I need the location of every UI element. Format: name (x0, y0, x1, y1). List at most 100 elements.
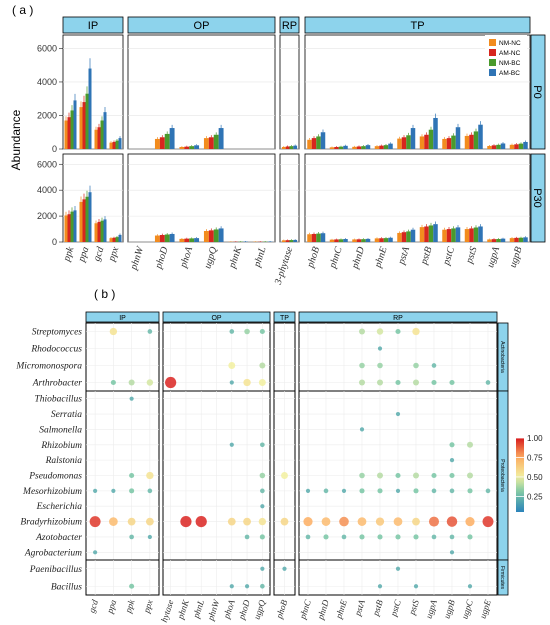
bar-P30-ugpB-NM-NC (509, 238, 515, 242)
bar-P0-phoB-AM-NC (311, 138, 317, 149)
bubble-Mesorhizobium-pstA (359, 488, 365, 494)
phylum-label-Actinobacteria: Actinobacteria (499, 341, 505, 373)
panel-b-label: ( b ) (94, 287, 115, 301)
bubble-Mesorhizobium-phnE (341, 488, 347, 493)
bar-P30-gcd-NM-NC (94, 223, 98, 242)
facet-panel (127, 34, 276, 150)
bubble-Micromonospora-pstA (359, 362, 365, 369)
group-strip-IP (62, 16, 124, 34)
bar-P30-ppa-AM-BC (88, 192, 92, 242)
bubble-Micromonospora-ugpA (431, 363, 437, 368)
x-tick-label-phnK: phnK (175, 598, 191, 622)
bar-P0-ppx-AM-BC (118, 138, 122, 149)
bubble-Streptomyces-ugpQ (259, 328, 265, 335)
bar-P0-3-phytase-NM-NC (281, 146, 286, 149)
legend-label-NM-NC: NM-NC (499, 40, 521, 47)
bubble-Mesorhizobium-pstS (413, 488, 419, 494)
bar-P30-phoB-NM-NC (307, 234, 312, 242)
bar-P30-pstB-NM-BC (428, 225, 434, 242)
bubble-Bradyrhizobium-ugpA (428, 516, 440, 527)
bar-P0-pstS-NM-NC (464, 135, 470, 149)
bar-P30-phnD-NM-NC (352, 239, 357, 242)
y-tick-label: 4000 (37, 77, 57, 87)
bar-P30-ugpQ-NM-BC (213, 229, 219, 242)
x-tick-label-ugpQ: ugpQ (252, 598, 268, 621)
bar-P0-pstS-NM-BC (473, 131, 479, 149)
group-strip-label-IP: IP (119, 315, 126, 322)
bubble-Mesorhizobium-pstB (377, 488, 383, 494)
genus-label-Serratia: Serratia (51, 410, 82, 420)
x-tick-label-ppk: ppk (123, 598, 137, 615)
bar-P30-3-phytase-AM-BC (293, 239, 298, 242)
phylum-label-Proteobacteria: Proteobacteria (499, 459, 505, 492)
bar-P30-ppa-AM-NC (82, 199, 86, 242)
bar-P30-phoA-NM-NC (179, 238, 185, 242)
bubble-Rhizobium-ugpQ (260, 442, 265, 448)
bar-P0-phnD-NM-BC (361, 146, 366, 149)
x-tick-label-pstA: pstA (352, 598, 367, 618)
bubble-Pseudomonas-phoB (281, 472, 288, 479)
bar-P0-pstA-NM-NC (397, 138, 402, 149)
x-tick-label-pstB: pstB (418, 246, 434, 267)
bubble-Mesorhizobium-ugpE (485, 488, 491, 494)
group-strip-label-TP: TP (410, 20, 424, 32)
bar-P30-pstC-NM-BC (451, 228, 456, 242)
bar-P30-ugpA-AM-NC (491, 239, 497, 242)
bar-P0-pstB-AM-BC (433, 117, 438, 149)
bar-P0-pstC-NM-NC (442, 138, 447, 149)
bubble-Bacillus-ugpQ (260, 583, 265, 589)
bar-P0-phoA-NM-BC (189, 146, 195, 149)
bar-P30-3-phytase-NM-NC (281, 240, 286, 242)
panel-b-bubble-chart: IP OP TP RP Streptomyces Rhodococcus Micromono… (15, 311, 543, 624)
bar-P0-phnE-NM-BC (383, 145, 389, 149)
y-tick-label: 0 (52, 237, 57, 247)
bar-P30-pstA-NM-BC (406, 231, 411, 242)
genus-label-Thiobacillus: Thiobacillus (34, 395, 82, 405)
facet-panel (85, 559, 160, 596)
bar-P30-ugpQ-AM-BC (218, 228, 224, 242)
bubble-Paenibacillus-phoB (282, 566, 287, 571)
bar-P0-pstS-AM-BC (478, 124, 483, 149)
bubble-Bacillus-phoA (229, 584, 234, 589)
bar-P30-phnC-NM-NC (329, 239, 335, 242)
bar-P0-phnD-AM-BC (365, 145, 371, 149)
bar-P30-pstS-AM-BC (478, 226, 483, 242)
bar-P30-ppx-NM-NC (109, 238, 113, 242)
bar-P0-3-phytase-AM-NC (285, 146, 290, 149)
bubble-Paenibacillus-ugpQ (260, 566, 265, 571)
bar-P30-phnD-AM-BC (365, 238, 371, 242)
genus-label-Rhodococcus: Rhodococcus (30, 345, 82, 355)
group-strip-OP (127, 16, 276, 34)
genus-label-Salmonella: Salmonella (39, 425, 82, 435)
bubble-Azotobacter-ppx (147, 534, 152, 540)
bubble-Mesorhizobium-ugpC (467, 488, 473, 494)
bar-P30-phnC-NM-BC (338, 239, 344, 242)
x-tick-label-gcd: gcd (86, 598, 100, 614)
bar-P0-ppa-AM-BC (88, 68, 92, 149)
bar-P0-phoA-AM-BC (194, 145, 200, 149)
bubble-Pseudomonas-pstC (395, 472, 401, 479)
bar-P0-3-phytase-AM-BC (293, 145, 298, 149)
genus-label-Azotobacter: Azotobacter (35, 533, 82, 543)
bubble-Mesorhizobium-ppa (111, 488, 116, 493)
bubble-Mesorhizobium-pstC (395, 488, 401, 493)
legend-swatch-AM-NC (489, 49, 496, 56)
y-tick-label: 2000 (37, 211, 57, 221)
bubble-Mesorhizobium-ugpA (431, 488, 437, 494)
bubble-Bradyrhizobium-ugpQ (258, 517, 267, 526)
bubble-Bacillus-pstB (377, 584, 383, 589)
bar-P30-ugpQ-AM-NC (208, 230, 214, 242)
x-tick-label-hytase: hytase (159, 599, 176, 624)
bubble-Azotobacter-pstC (395, 534, 401, 540)
bubble-Mesorhizobium-ugpB (449, 488, 455, 494)
bar-P0-ppa-NM-BC (85, 93, 89, 149)
bar-P30-ppx-AM-NC (112, 237, 116, 242)
row-strip-P30 (530, 153, 546, 243)
x-tick-label-phnW: phnW (205, 597, 222, 622)
bubble-Bradyrhizobium-ppx (145, 517, 154, 526)
group-strip-TP (304, 16, 531, 34)
bar-P0-pstB-NM-BC (428, 129, 434, 149)
bar-P30-pstB-NM-NC (419, 227, 425, 242)
bar-P30-pstC-AM-BC (455, 227, 461, 242)
bubble-Rhizobium-ugpB (449, 442, 455, 448)
